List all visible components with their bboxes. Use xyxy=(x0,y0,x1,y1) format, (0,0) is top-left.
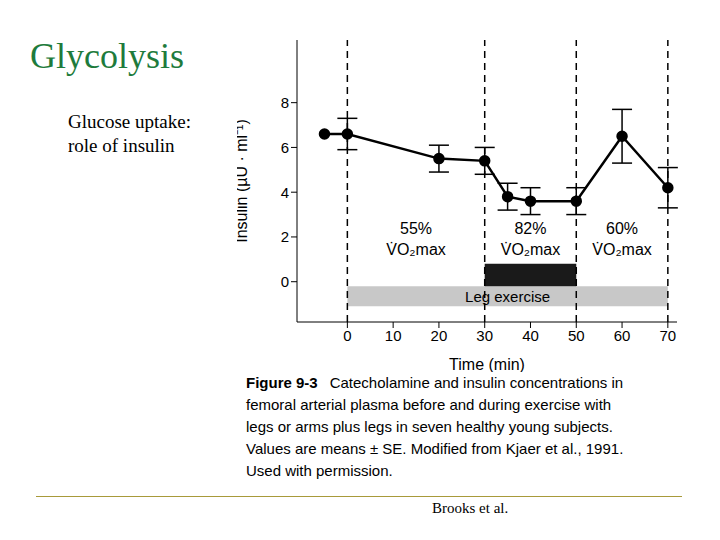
svg-text:30: 30 xyxy=(476,327,493,344)
svg-text:40: 40 xyxy=(522,327,539,344)
html-text:Figure 9-3: Figure 9-3 xyxy=(246,374,318,391)
html-text:Glycolysis: Glycolysis xyxy=(30,36,184,76)
svg-text:V̇O₂max: V̇O₂max xyxy=(386,241,446,258)
svg-text:70: 70 xyxy=(659,327,676,344)
svg-text:55%: 55% xyxy=(400,220,432,237)
html-text:legs or arms plus legs in seve: legs or arms plus legs in seven healthy … xyxy=(246,418,613,435)
svg-text:60: 60 xyxy=(614,327,631,344)
svg-text:20: 20 xyxy=(431,327,448,344)
svg-text:V̇O₂max: V̇O₂max xyxy=(592,241,652,258)
svg-text:60%: 60% xyxy=(606,220,638,237)
html-text:Used with permission.: Used with permission. xyxy=(246,462,393,479)
svg-text:82%: 82% xyxy=(514,220,546,237)
html-text:femoral arterial plasma before: femoral arterial plasma before and durin… xyxy=(246,396,612,413)
svg-text:50: 50 xyxy=(568,327,585,344)
svg-text:2: 2 xyxy=(281,228,289,245)
svg-text:Insulin (µU · ml⁻¹): Insulin (µU · ml⁻¹) xyxy=(237,119,250,243)
svg-text:Leg exercise: Leg exercise xyxy=(465,288,550,305)
html-text:Catecholamine and insulin conc: Catecholamine and insulin concentrations… xyxy=(329,374,624,391)
html-text:Brooks et al.: Brooks et al. xyxy=(432,500,509,516)
svg-text:6: 6 xyxy=(281,139,289,156)
html-text:Values are means ± SE. Modifie: Values are means ± SE. Modified from Kja… xyxy=(246,440,624,457)
html-text:Glucose uptake: role of insuli: Glucose uptake: role of insulin xyxy=(68,111,191,156)
svg-text:10: 10 xyxy=(385,327,402,344)
svg-text:0: 0 xyxy=(343,327,351,344)
svg-text:Time (min): Time (min) xyxy=(449,356,525,372)
svg-text:0: 0 xyxy=(281,273,289,290)
svg-text:4: 4 xyxy=(281,184,289,201)
svg-text:8: 8 xyxy=(281,94,289,111)
svg-text:V̇O₂max: V̇O₂max xyxy=(501,241,561,258)
